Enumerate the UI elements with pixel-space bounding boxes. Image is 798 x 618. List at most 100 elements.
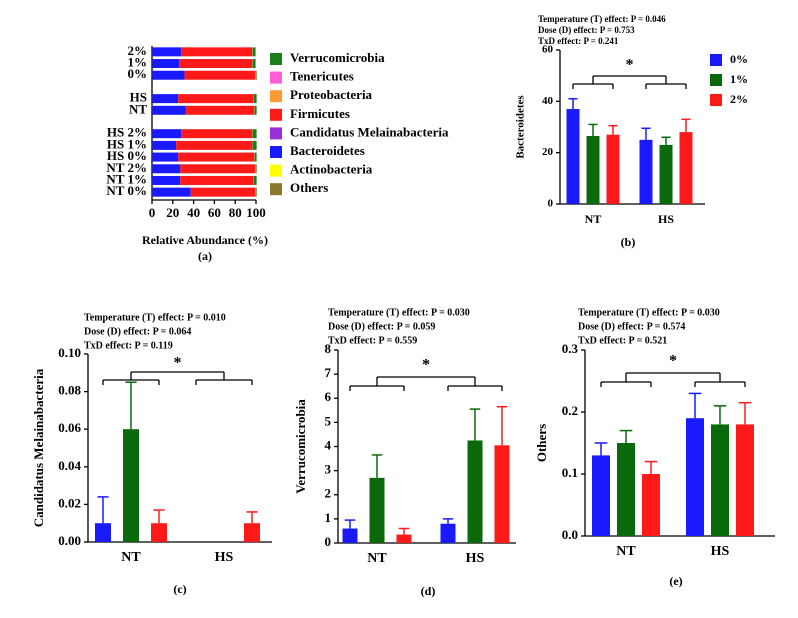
legend-label: Bacteroidetes xyxy=(290,143,365,158)
y-tick-label: 7 xyxy=(325,365,332,380)
significance: * xyxy=(669,353,677,370)
annotation: TxD effect: P = 0.559 xyxy=(328,335,417,346)
legend-label: Proteobacteria xyxy=(290,87,373,102)
bar-segment xyxy=(254,105,257,115)
bar-segment xyxy=(255,187,257,197)
annotation: Temperature (T) effect: P = 0.030 xyxy=(328,307,470,318)
x-tick-label: 100 xyxy=(246,205,266,220)
bar xyxy=(639,139,653,204)
bar xyxy=(467,440,483,543)
bar-segment xyxy=(190,187,256,197)
bar xyxy=(592,455,610,536)
bar-segment xyxy=(253,175,257,185)
bar xyxy=(659,144,673,204)
bar-segment xyxy=(152,152,179,162)
bar-segment xyxy=(152,105,186,115)
y-axis-label: Bacteroidetes xyxy=(515,95,527,159)
annotation: TxD effect: P = 0.521 xyxy=(578,335,667,346)
legend-swatch xyxy=(270,164,282,177)
annotation: TxD effect: P = 0.119 xyxy=(84,340,173,351)
y-tick-label: 0.00 xyxy=(58,533,81,548)
bar-segment xyxy=(255,164,257,174)
caption: (e) xyxy=(669,574,682,588)
bar xyxy=(711,424,729,536)
annotation: Temperature (T) effect: P = 0.010 xyxy=(84,312,226,323)
category-label: 2% xyxy=(128,43,148,58)
bar-segment xyxy=(152,59,180,69)
legend-label: Verrucomicrobia xyxy=(290,50,385,65)
legend-swatch xyxy=(710,54,722,66)
annotation: Dose (D) effect: P = 0.753 xyxy=(538,25,635,35)
bar-segment xyxy=(254,152,257,162)
caption: (a) xyxy=(198,249,212,263)
legend-swatch xyxy=(270,183,282,196)
legend-label: 1% xyxy=(730,72,748,86)
y-tick-label: 0.10 xyxy=(58,345,81,360)
bar-segment xyxy=(180,175,254,185)
annotation: Temperature (T) effect: P = 0.046 xyxy=(538,14,666,24)
legend-label: Firmicutes xyxy=(290,106,350,121)
x-tick-label: 80 xyxy=(229,205,242,220)
y-tick-label: 0.02 xyxy=(58,495,81,510)
bar-segment xyxy=(178,94,254,104)
y-tick-label: 6 xyxy=(325,389,332,404)
category-label: HS xyxy=(215,550,234,565)
caption: (c) xyxy=(173,582,186,596)
category-label: NT xyxy=(129,101,147,116)
caption: (d) xyxy=(421,584,436,598)
category-label: NT xyxy=(121,550,141,565)
category-label: NT 0% xyxy=(106,183,147,198)
bar-segment xyxy=(152,94,179,104)
legend-swatch xyxy=(710,74,722,86)
bar-segment xyxy=(178,152,255,162)
bar-segment xyxy=(152,140,177,150)
bar-segment xyxy=(179,59,253,69)
bar xyxy=(494,445,510,543)
bar xyxy=(586,135,600,204)
legend-label: 0% xyxy=(730,52,748,66)
bar-segment xyxy=(255,70,257,80)
category-label: NT xyxy=(367,551,387,566)
bar-segment xyxy=(185,105,255,115)
y-tick-label: 4 xyxy=(325,437,332,452)
bar xyxy=(95,523,111,542)
y-tick-label: 20 xyxy=(542,146,554,158)
annotation: TxD effect: P = 0.241 xyxy=(538,36,619,46)
legend-label: 2% xyxy=(730,92,748,106)
y-tick-label: 60 xyxy=(542,44,554,56)
bar-segment xyxy=(181,129,253,139)
bar-segment xyxy=(152,129,182,139)
bar-segment xyxy=(176,140,253,150)
y-tick-label: 0.3 xyxy=(562,341,579,356)
category-label: HS xyxy=(658,212,674,226)
x-tick-label: 60 xyxy=(208,205,221,220)
caption: (b) xyxy=(621,235,636,249)
x-tick-label: 40 xyxy=(187,205,200,220)
legend-swatch xyxy=(270,90,282,103)
x-tick-label: 20 xyxy=(166,205,179,220)
y-tick-label: 5 xyxy=(325,413,332,428)
significance: * xyxy=(422,357,430,374)
bar xyxy=(123,429,139,542)
legend-swatch xyxy=(270,146,282,158)
legend-swatch xyxy=(710,94,722,106)
y-tick-label: 40 xyxy=(542,95,554,107)
bar xyxy=(642,474,660,536)
legend-label: Actinobacteria xyxy=(290,162,373,177)
legend-swatch xyxy=(270,53,282,65)
annotation: Dose (D) effect: P = 0.059 xyxy=(328,321,435,332)
bar-segment xyxy=(152,70,185,80)
bar xyxy=(244,523,260,542)
bar-segment xyxy=(180,164,256,174)
category-label: HS 2% xyxy=(107,125,147,140)
bar xyxy=(566,109,580,204)
annotation: Dose (D) effect: P = 0.064 xyxy=(84,326,191,337)
significance: * xyxy=(174,355,182,372)
y-axis-label: Verrucomicrobia xyxy=(293,399,308,494)
category-label: NT xyxy=(616,544,636,559)
y-tick-label: 0.0 xyxy=(562,527,578,542)
annotation: Temperature (T) effect: P = 0.030 xyxy=(578,307,720,318)
category-label: HS xyxy=(711,544,730,559)
category-label: HS xyxy=(466,551,485,566)
